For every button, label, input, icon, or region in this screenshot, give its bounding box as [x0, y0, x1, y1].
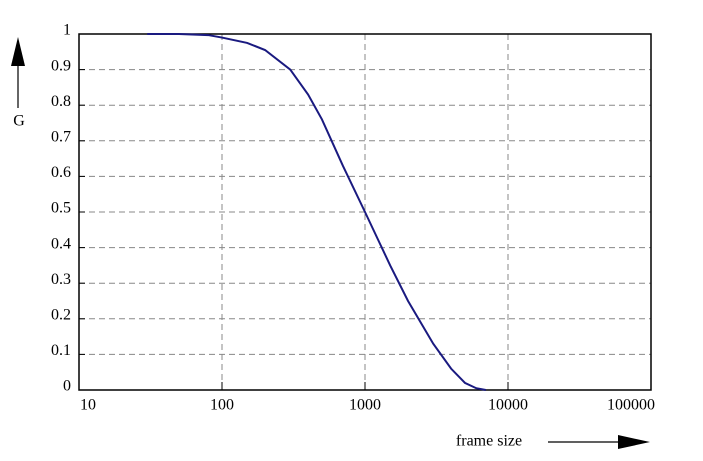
y-tick-label: 1	[63, 22, 71, 39]
y-tick-label: 0	[63, 378, 71, 395]
x-tick-label: 100	[210, 397, 234, 414]
y-tick-label: 0.4	[51, 235, 71, 252]
y-tick-label: 0.8	[51, 93, 71, 110]
y-tick-label: 0.2	[51, 306, 71, 323]
y-tick-label: 0.7	[51, 128, 71, 145]
x-tick-label: 10000	[488, 397, 528, 414]
plot-frame	[78, 33, 652, 391]
x-axis-label: frame size	[456, 433, 522, 450]
y-tick-label: 0.3	[51, 271, 71, 288]
x-arrow-head	[618, 435, 650, 449]
x-tick-label: 1000	[349, 397, 381, 414]
x-tick-label: 100000	[607, 397, 655, 414]
y-tick-label: 0.1	[51, 342, 71, 359]
y-arrow-head	[11, 37, 25, 66]
curve	[147, 33, 487, 391]
y-tick-label: 0.5	[51, 200, 71, 217]
y-tick-label: 0.9	[51, 57, 71, 74]
y-tick-label: 0.6	[51, 164, 71, 181]
y-axis-label: G	[13, 113, 25, 130]
x-tick-label: 10	[80, 397, 96, 414]
